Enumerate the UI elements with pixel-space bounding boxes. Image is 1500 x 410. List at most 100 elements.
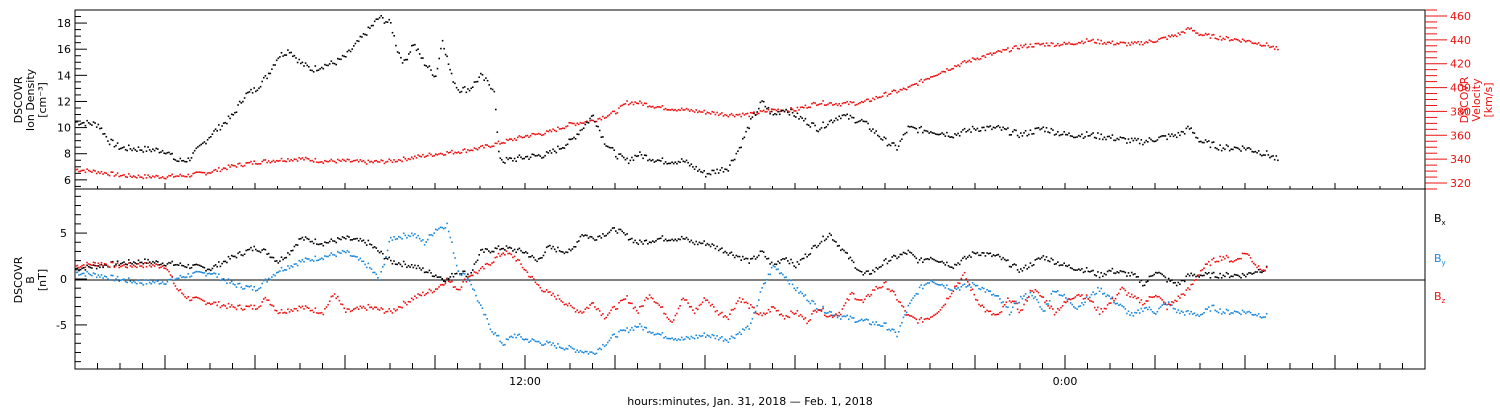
data-point (335, 161, 337, 164)
data-point (904, 252, 906, 254)
data-point (274, 64, 276, 66)
data-point (280, 266, 283, 269)
data-point (1155, 41, 1157, 43)
data-point (663, 162, 665, 165)
data-point (578, 123, 580, 126)
data-point (155, 260, 157, 262)
data-point (420, 294, 423, 297)
data-point (840, 105, 842, 107)
data-point (627, 331, 630, 334)
legend-entry-x: Bx (1434, 212, 1446, 227)
data-point (859, 299, 861, 301)
data-point (979, 254, 982, 257)
data-point (176, 288, 178, 290)
data-point (1097, 286, 1099, 289)
data-point (221, 278, 223, 280)
data-point (1130, 41, 1133, 44)
data-point (253, 87, 255, 89)
data-point (504, 142, 506, 144)
data-point (1249, 311, 1252, 314)
data-point (849, 101, 852, 103)
data-point (701, 301, 704, 304)
data-point (348, 49, 350, 52)
data-point (576, 349, 578, 351)
data-point (269, 303, 272, 306)
data-point (275, 310, 278, 312)
data-point (1196, 313, 1199, 316)
data-point (1029, 291, 1032, 294)
data-point (161, 176, 164, 178)
data-point (473, 81, 476, 83)
data-point (1102, 293, 1104, 295)
data-point (192, 172, 194, 175)
data-point (981, 55, 983, 58)
data-point (1121, 137, 1123, 139)
data-point (881, 95, 884, 98)
data-point (766, 107, 768, 110)
data-point (823, 127, 826, 129)
data-point (200, 271, 202, 274)
data-point (108, 279, 111, 281)
data-point (531, 254, 533, 257)
data-point (780, 313, 783, 315)
data-point (202, 271, 204, 274)
data-point (1253, 151, 1255, 153)
data-point (635, 102, 638, 104)
data-point (1134, 273, 1136, 275)
data-point (382, 308, 384, 310)
data-point (1029, 43, 1032, 46)
data-point (1095, 292, 1098, 295)
data-point (261, 301, 263, 303)
data-point (844, 114, 847, 117)
data-point (833, 119, 836, 122)
data-point (1190, 283, 1192, 286)
data-point (553, 129, 556, 132)
data-point (759, 110, 762, 112)
data-point (267, 72, 270, 75)
data-point (103, 171, 106, 174)
data-point (1127, 272, 1130, 274)
data-point (163, 264, 165, 267)
data-point (182, 276, 185, 278)
data-point (1132, 296, 1135, 299)
data-point (946, 297, 948, 300)
data-point (1105, 273, 1107, 276)
data-point (634, 239, 636, 242)
data-point (1012, 47, 1014, 49)
data-point (595, 120, 598, 123)
data-point (1264, 269, 1266, 272)
data-point (545, 151, 548, 153)
data-point (738, 146, 741, 149)
data-point (1077, 268, 1080, 270)
data-point (216, 276, 218, 278)
data-point (412, 44, 415, 46)
data-point (1050, 305, 1053, 308)
data-point (938, 261, 940, 263)
data-point (95, 276, 98, 279)
data-point (928, 132, 930, 134)
data-point (627, 239, 630, 241)
data-point (221, 125, 223, 127)
data-point (99, 264, 101, 266)
data-point (857, 120, 860, 123)
data-point (581, 312, 583, 314)
data-point (825, 126, 828, 128)
data-point (499, 248, 501, 251)
data-point (862, 301, 865, 304)
data-point (541, 289, 543, 292)
data-point (909, 85, 911, 88)
data-point (1126, 275, 1128, 277)
data-point (954, 285, 956, 288)
data-point (292, 266, 294, 268)
data-point (873, 270, 876, 273)
data-point (827, 312, 829, 314)
data-point (1069, 267, 1072, 269)
data-point (493, 90, 496, 93)
data-point (409, 301, 411, 303)
data-point (1081, 40, 1083, 43)
data-point (523, 268, 525, 271)
data-point (1232, 261, 1234, 263)
data-point (83, 272, 85, 275)
data-point (1254, 313, 1257, 316)
data-point (486, 79, 489, 82)
